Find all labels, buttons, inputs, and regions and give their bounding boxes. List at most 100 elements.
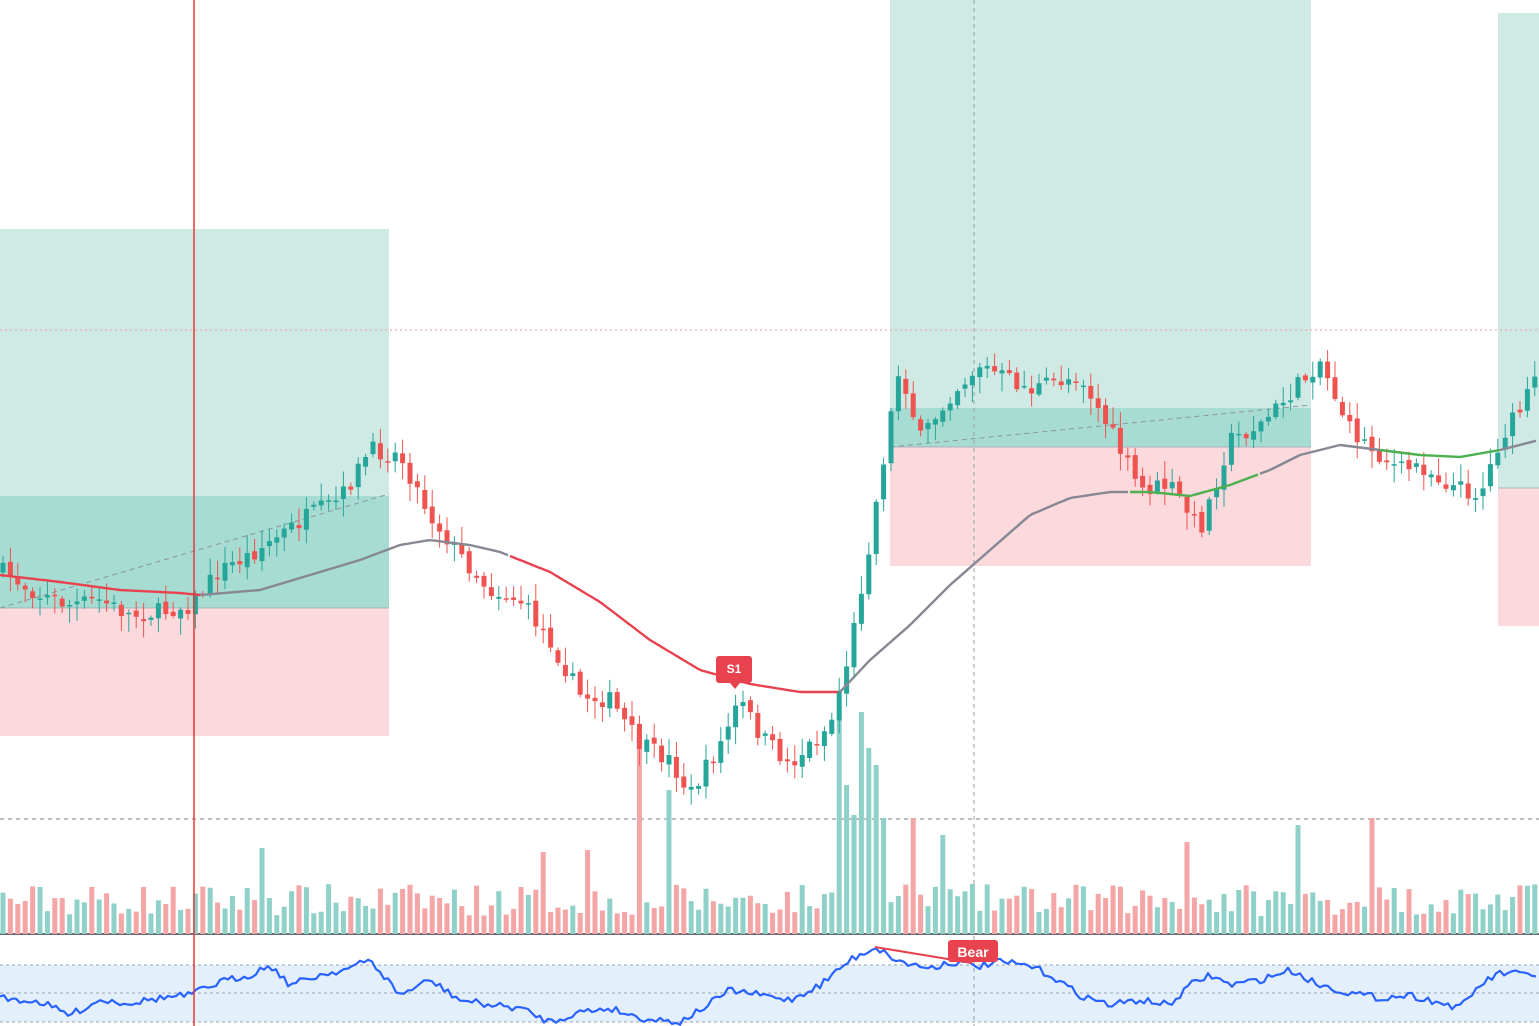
- candle-body: [303, 508, 309, 530]
- volume-bar: [518, 887, 524, 934]
- volume-bar: [1140, 890, 1146, 934]
- volume-bar: [1154, 907, 1160, 934]
- volume-bar: [1125, 913, 1131, 934]
- volume-bar: [940, 835, 946, 934]
- candle-body: [747, 700, 753, 713]
- volume-bar: [133, 911, 139, 934]
- volume-bar: [770, 912, 776, 934]
- volume-bar: [644, 902, 650, 934]
- volume-bar: [1088, 910, 1094, 934]
- volume-bar: [703, 888, 709, 934]
- candle-body: [1214, 488, 1220, 498]
- candle-body: [229, 562, 235, 566]
- volume-bar: [44, 911, 50, 934]
- moving-average-segment-7: [1499, 439, 1537, 452]
- volume-bar: [1103, 898, 1109, 934]
- candle-body: [215, 577, 221, 580]
- candle-body: [1480, 488, 1486, 497]
- trade-stop-zone-2: [1498, 488, 1539, 626]
- volume-bar: [326, 884, 332, 934]
- volume-bar: [22, 901, 28, 934]
- candle-body: [1310, 376, 1316, 383]
- candle-body: [903, 378, 909, 394]
- candle-body: [81, 596, 87, 601]
- volume-bar: [585, 850, 591, 934]
- bear-divergence-marker[interactable]: Bear: [874, 940, 998, 964]
- volume-bar: [252, 900, 258, 934]
- volume-bar: [681, 888, 687, 934]
- volume-bar: [0, 892, 6, 934]
- candle-body: [496, 596, 502, 599]
- candle-body: [15, 577, 21, 585]
- volume-bar: [999, 898, 1005, 934]
- candle-body: [1428, 474, 1434, 478]
- volume-bar: [1288, 904, 1294, 934]
- volume-bar: [503, 914, 509, 934]
- volume-bar: [1036, 912, 1042, 934]
- volume-bar: [466, 915, 472, 934]
- candle-body: [1443, 484, 1449, 489]
- volume-bar: [577, 913, 583, 934]
- volume-bar: [555, 907, 561, 934]
- trade-boxes-layer: [0, 0, 1539, 736]
- candle-body: [52, 594, 58, 597]
- volume-bar: [407, 884, 413, 934]
- volume-bar: [851, 815, 857, 934]
- volume-bar: [1347, 902, 1353, 934]
- candle-body: [163, 601, 169, 615]
- volume-bar: [1317, 900, 1323, 934]
- volume-bar: [1043, 908, 1049, 934]
- volume-bar: [1058, 907, 1064, 934]
- volume-bar: [215, 902, 221, 934]
- volume-bar: [15, 904, 21, 934]
- candle-body: [733, 705, 739, 728]
- moving-average-segment-4: [1130, 473, 1259, 498]
- candle-body: [466, 551, 472, 574]
- volume-bar: [1332, 914, 1338, 934]
- candle-body: [962, 384, 968, 389]
- candle-body: [1325, 361, 1331, 379]
- volume-bar: [792, 912, 798, 934]
- volume-bar: [666, 790, 672, 934]
- candle-body: [385, 461, 391, 463]
- volume-bar: [363, 905, 369, 934]
- candle-body: [185, 610, 191, 614]
- volume-bar: [1532, 884, 1538, 934]
- volume-bar: [1147, 895, 1153, 934]
- candle-body: [1154, 480, 1160, 492]
- candle-body: [636, 723, 642, 749]
- volume-bar: [858, 712, 864, 934]
- candle-body: [274, 537, 280, 543]
- candle-body: [118, 604, 124, 617]
- volume-bar: [1214, 911, 1220, 934]
- candle-body: [1125, 455, 1131, 458]
- volume-bar: [1132, 905, 1138, 934]
- volume-bar: [1487, 904, 1493, 934]
- volume-layer: [0, 712, 1538, 934]
- volume-bar: [1450, 913, 1456, 934]
- volume-bar: [710, 901, 716, 934]
- candle-body: [710, 761, 716, 764]
- candle-body: [340, 486, 346, 499]
- volume-bar: [1362, 906, 1368, 934]
- candle-body: [348, 486, 354, 490]
- sell-signal-marker[interactable]: S1: [716, 656, 752, 689]
- volume-bar: [910, 818, 916, 934]
- volume-bar: [496, 891, 502, 934]
- candle-body: [333, 500, 339, 503]
- volume-bar: [207, 887, 213, 934]
- candle-body: [155, 603, 161, 619]
- candle-body: [1517, 409, 1523, 413]
- volume-bar: [222, 908, 228, 934]
- candle-body: [651, 737, 657, 744]
- volume-bar: [141, 886, 147, 934]
- volume-bar: [1517, 885, 1523, 934]
- candle-body: [622, 707, 628, 720]
- candle-body: [1280, 402, 1286, 406]
- candle-body: [1465, 483, 1471, 499]
- candle-body: [821, 731, 827, 747]
- rsi-layer: [0, 947, 1537, 1026]
- candle-body: [1169, 482, 1175, 489]
